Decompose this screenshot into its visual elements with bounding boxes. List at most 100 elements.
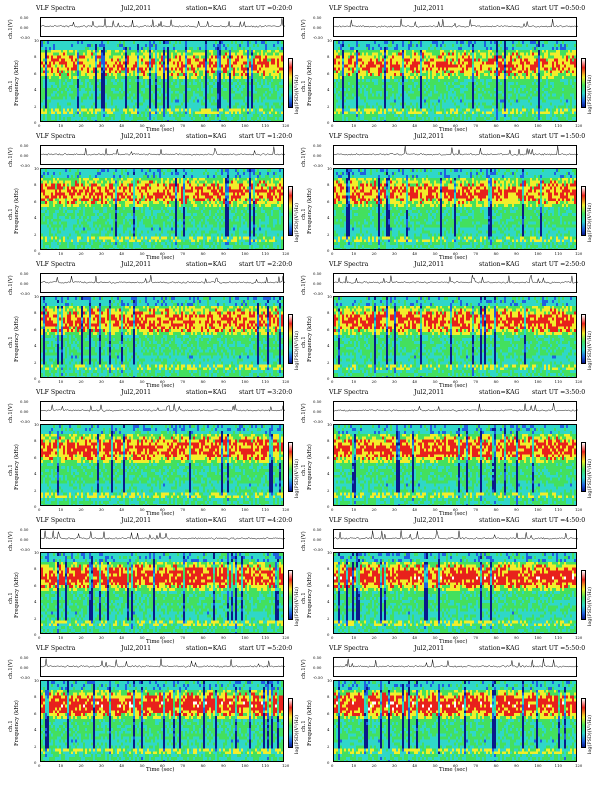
x-tick-label: 40	[412, 635, 417, 640]
y-tick-label: 0	[34, 376, 36, 381]
x-tick-label: 80	[494, 763, 499, 768]
x-tick-label: 60	[160, 635, 165, 640]
y-tick-label: 10	[34, 166, 39, 171]
x-tick-label: 50	[140, 763, 145, 768]
ts-tick-label: 0.00	[20, 537, 28, 542]
spectra-panel-9: VLF Spectra Jul2,2011 station=KAG start UT …	[8, 516, 300, 645]
x-tick-label: 20	[372, 379, 377, 384]
header-station: station=KAG	[186, 261, 227, 268]
y-tick-label: 2	[327, 616, 329, 621]
x-tick-label: 0	[331, 251, 333, 256]
x-tick-label: 120	[282, 251, 289, 256]
x-tick-label: 120	[575, 123, 582, 128]
header-start: start UT =5:50:0	[532, 645, 585, 652]
spectrum-ylabel: Frequency (kHz)	[14, 572, 20, 618]
spectra-panel-12: VLF Spectra Jul2,2011 station=KAG start UT …	[301, 644, 593, 773]
x-tick-label: 100	[534, 635, 541, 640]
timeseries-line	[41, 530, 285, 540]
y-tick-label: 10	[34, 294, 39, 299]
header-station: station=KAG	[186, 5, 227, 12]
timeseries-ylabel: ch.1(V)	[8, 275, 14, 295]
timeseries-plot	[333, 17, 578, 37]
y-tick-label: 0	[327, 760, 329, 765]
y-tick-label: 2	[327, 232, 329, 237]
colorbar-label: log(PSD)(V²/Hz)	[295, 459, 300, 498]
x-tick-label: 90	[221, 251, 226, 256]
x-tick-label: 30	[392, 507, 397, 512]
x-tick-label: 90	[514, 635, 519, 640]
timeseries-ylabel: ch.1(V)	[8, 659, 14, 679]
x-tick-label: 60	[453, 635, 458, 640]
y-tick-label: 2	[327, 488, 329, 493]
y-tick-label: 6	[34, 71, 36, 76]
x-tick-label: 110	[262, 379, 269, 384]
y-tick-label: 0	[327, 632, 329, 637]
ts-tick-label: 0.50	[313, 15, 321, 20]
panel-header: VLF Spectra Jul2,2011 station=KAG start UT …	[16, 644, 292, 655]
colorbar	[288, 570, 293, 620]
panel-header: VLF Spectra Jul2,2011 station=KAG start UT …	[309, 644, 585, 655]
x-tick-label: 20	[372, 507, 377, 512]
y-tick-label: 4	[327, 215, 329, 220]
y-tick-label: 4	[34, 727, 36, 732]
x-tick-label: 40	[412, 763, 417, 768]
ts-tick-label: -0.50	[20, 675, 30, 680]
ts-tick-label: -0.50	[20, 163, 30, 168]
y-tick-label: 4	[34, 343, 36, 348]
colorbar-label: log(PSD)(V²/Hz)	[588, 75, 593, 114]
x-tick-label: 30	[99, 251, 104, 256]
y-tick-label: 6	[327, 199, 329, 204]
x-tick-label: 0	[331, 123, 333, 128]
y-tick-label: 2	[34, 360, 36, 365]
y-tick-label: 6	[34, 455, 36, 460]
ts-tick-label: 0.50	[20, 271, 28, 276]
ts-tick-label: 0.00	[313, 153, 321, 158]
header-date: Jul2,2011	[121, 389, 151, 396]
y-tick-label: 6	[34, 583, 36, 588]
x-tick-label: 40	[119, 123, 124, 128]
header-title: VLF Spectra	[329, 133, 368, 140]
x-tick-label: 10	[58, 763, 63, 768]
x-tick-label: 90	[514, 507, 519, 512]
x-tick-label: 100	[534, 123, 541, 128]
timeseries-plot	[333, 273, 578, 293]
timeseries-ylabel: ch.1(V)	[8, 531, 14, 551]
x-tick-label: 40	[119, 507, 124, 512]
x-tick-label: 30	[392, 251, 397, 256]
timeseries-plot	[40, 401, 285, 421]
x-tick-label: 70	[180, 507, 185, 512]
y-tick-label: 6	[327, 71, 329, 76]
x-tick-label: 50	[140, 251, 145, 256]
x-axis-label: Time (sec)	[146, 511, 175, 517]
colorbar-label: log(PSD)(V²/Hz)	[588, 331, 593, 370]
x-tick-label: 120	[282, 379, 289, 384]
x-tick-label: 110	[555, 123, 562, 128]
y-tick-label: 0	[327, 248, 329, 253]
ts-tick-label: 0.50	[313, 655, 321, 660]
x-tick-label: 90	[514, 123, 519, 128]
x-tick-label: 70	[180, 123, 185, 128]
panel-header: VLF Spectra Jul2,2011 station=KAG start UT …	[16, 516, 292, 527]
x-tick-label: 20	[372, 123, 377, 128]
y-tick-label: 10	[327, 294, 332, 299]
x-tick-label: 50	[433, 379, 438, 384]
ts-tick-label: 0.00	[313, 25, 321, 30]
timeseries-ylabel: ch.1(V)	[8, 403, 14, 423]
x-tick-label: 70	[473, 763, 478, 768]
x-tick-label: 120	[282, 507, 289, 512]
ts-tick-label: 0.50	[313, 399, 321, 404]
y-tick-label: 6	[34, 711, 36, 716]
panel-header: VLF Spectra Jul2,2011 station=KAG start UT …	[16, 132, 292, 143]
spectra-panel-11: VLF Spectra Jul2,2011 station=KAG start UT …	[8, 644, 300, 773]
y-tick-label: 4	[327, 599, 329, 604]
header-title: VLF Spectra	[329, 389, 368, 396]
ts-tick-label: 0.00	[313, 665, 321, 670]
ts-tick-label: 0.50	[20, 399, 28, 404]
spectrogram-plot	[40, 424, 284, 506]
x-tick-label: 80	[201, 507, 206, 512]
x-tick-label: 80	[494, 123, 499, 128]
header-station: station=KAG	[479, 645, 520, 652]
colorbar	[288, 58, 293, 108]
colorbar	[288, 698, 293, 748]
y-tick-label: 2	[327, 104, 329, 109]
